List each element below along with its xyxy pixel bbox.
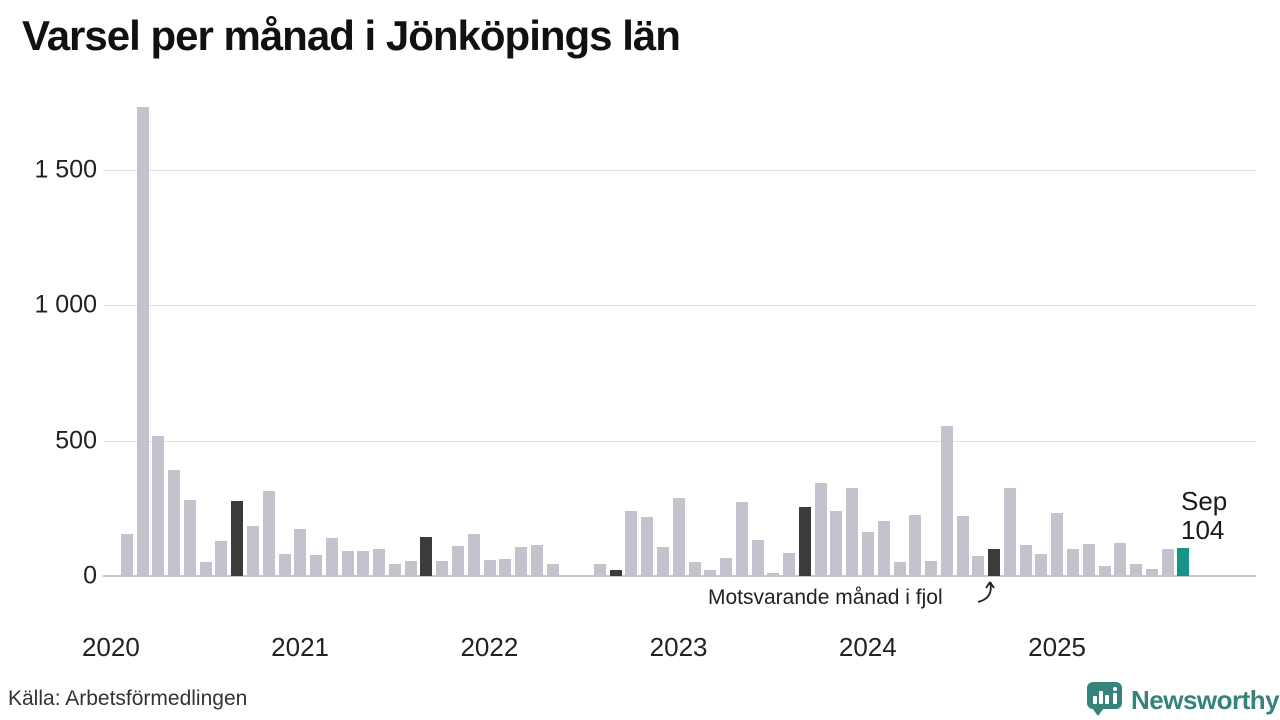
bar-2021-09 (420, 537, 433, 576)
bar-2020-09 (231, 501, 244, 576)
newsworthy-branding: Newsworthy (1087, 682, 1280, 716)
bar-2022-12 (656, 547, 669, 576)
bar-2024-03 (893, 562, 906, 576)
bar-2022-01 (483, 560, 496, 576)
bar-2021-01 (294, 529, 307, 576)
bar-2021-06 (373, 549, 386, 576)
newsworthy-wordmark: Newsworthy (1131, 685, 1280, 715)
y-axis-tick-label: 1 500 (34, 155, 97, 183)
bar-2024-05 (925, 561, 937, 576)
annotation-arrow-icon (977, 581, 995, 603)
bar-2024-11 (1019, 545, 1032, 576)
bar-2024-07 (956, 516, 969, 576)
gridline (103, 440, 1256, 442)
bar-2023-05 (735, 502, 748, 576)
bar-2021-04 (341, 551, 354, 576)
newsworthy-logo-icon (1087, 682, 1122, 716)
bar-2020-08 (215, 541, 228, 576)
x-axis-year-label: 2023 (649, 632, 708, 662)
bar-2020-05 (168, 470, 181, 576)
bar-2021-08 (404, 561, 417, 576)
bar-2024-02 (877, 521, 890, 576)
x-axis-year-label: 2024 (838, 632, 897, 662)
bar-2025-04 (1098, 566, 1111, 576)
bar-2024-09 (988, 549, 1001, 576)
bar-2025-09 (1177, 548, 1190, 576)
bar-2020-07 (199, 562, 212, 576)
bar-2023-04 (720, 558, 732, 576)
bar-2021-02 (310, 555, 322, 576)
bar-2023-01 (672, 498, 685, 576)
y-axis-tick-label: 500 (55, 426, 97, 454)
bar-2024-10 (1003, 488, 1016, 576)
bar-2022-09 (609, 570, 622, 576)
x-axis-year-label: 2025 (1028, 632, 1087, 662)
y-axis-tick-label: 0 (83, 561, 97, 590)
current-month-value: 104 (1181, 515, 1225, 545)
x-axis-year-label: 2020 (81, 632, 140, 662)
current-month-label: Sep 104 (1181, 487, 1227, 545)
bar-2023-08 (783, 553, 796, 576)
bar-2024-08 (972, 556, 985, 576)
bar-2020-11 (262, 491, 275, 576)
bar-2025-03 (1082, 544, 1095, 576)
bar-2020-06 (183, 500, 196, 576)
bar-2021-03 (325, 538, 338, 576)
bar-2020-03 (136, 107, 149, 576)
x-axis-line (103, 575, 1256, 577)
bar-2021-10 (436, 561, 449, 576)
bar-2023-02 (688, 562, 701, 576)
bar-2025-05 (1114, 543, 1127, 576)
bar-2020-12 (278, 554, 291, 576)
bar-2023-12 (846, 488, 859, 576)
x-axis-year-label: 2021 (271, 632, 330, 662)
bar-2022-04 (530, 545, 543, 576)
bar-2025-06 (1130, 564, 1142, 576)
bar-2022-08 (593, 564, 606, 576)
bar-2025-07 (1145, 569, 1158, 576)
bar-2021-11 (451, 546, 464, 576)
bar-2025-01 (1051, 513, 1064, 576)
bar-2025-08 (1161, 549, 1174, 576)
bar-2022-10 (625, 511, 638, 576)
bar-2024-12 (1035, 554, 1048, 576)
y-axis-tick-label: 1 000 (34, 290, 97, 319)
bar-2025-02 (1067, 549, 1079, 576)
chart-title: Varsel per månad i Jönköpings län (22, 12, 681, 59)
bar-2022-11 (641, 517, 654, 576)
bar-2024-01 (862, 532, 874, 576)
bar-2023-11 (830, 511, 843, 576)
bar-2022-03 (515, 547, 527, 576)
bar-2020-10 (246, 526, 259, 576)
bar-2021-05 (357, 551, 370, 576)
bar-2023-07 (767, 573, 780, 576)
bar-2020-04 (152, 436, 165, 576)
bar-2023-03 (704, 570, 717, 576)
gridline (103, 169, 1256, 171)
bar-2020-02 (120, 534, 133, 576)
gridline (103, 305, 1256, 306)
bar-2024-04 (909, 515, 922, 576)
bar-2021-07 (388, 564, 401, 576)
current-month-name: Sep (1181, 486, 1228, 516)
bar-2022-02 (499, 559, 512, 576)
bar-2023-06 (751, 540, 764, 576)
source-note: Källa: Arbetsförmedlingen (8, 687, 248, 710)
bar-2021-12 (467, 534, 480, 576)
x-axis-year-label: 2022 (460, 632, 519, 662)
bar-2023-10 (814, 483, 827, 576)
comparison-annotation: Motsvarande månad i fjol (708, 586, 943, 609)
bar-2022-05 (546, 564, 559, 576)
bar-2024-06 (940, 426, 953, 576)
bar-2023-09 (798, 507, 811, 576)
